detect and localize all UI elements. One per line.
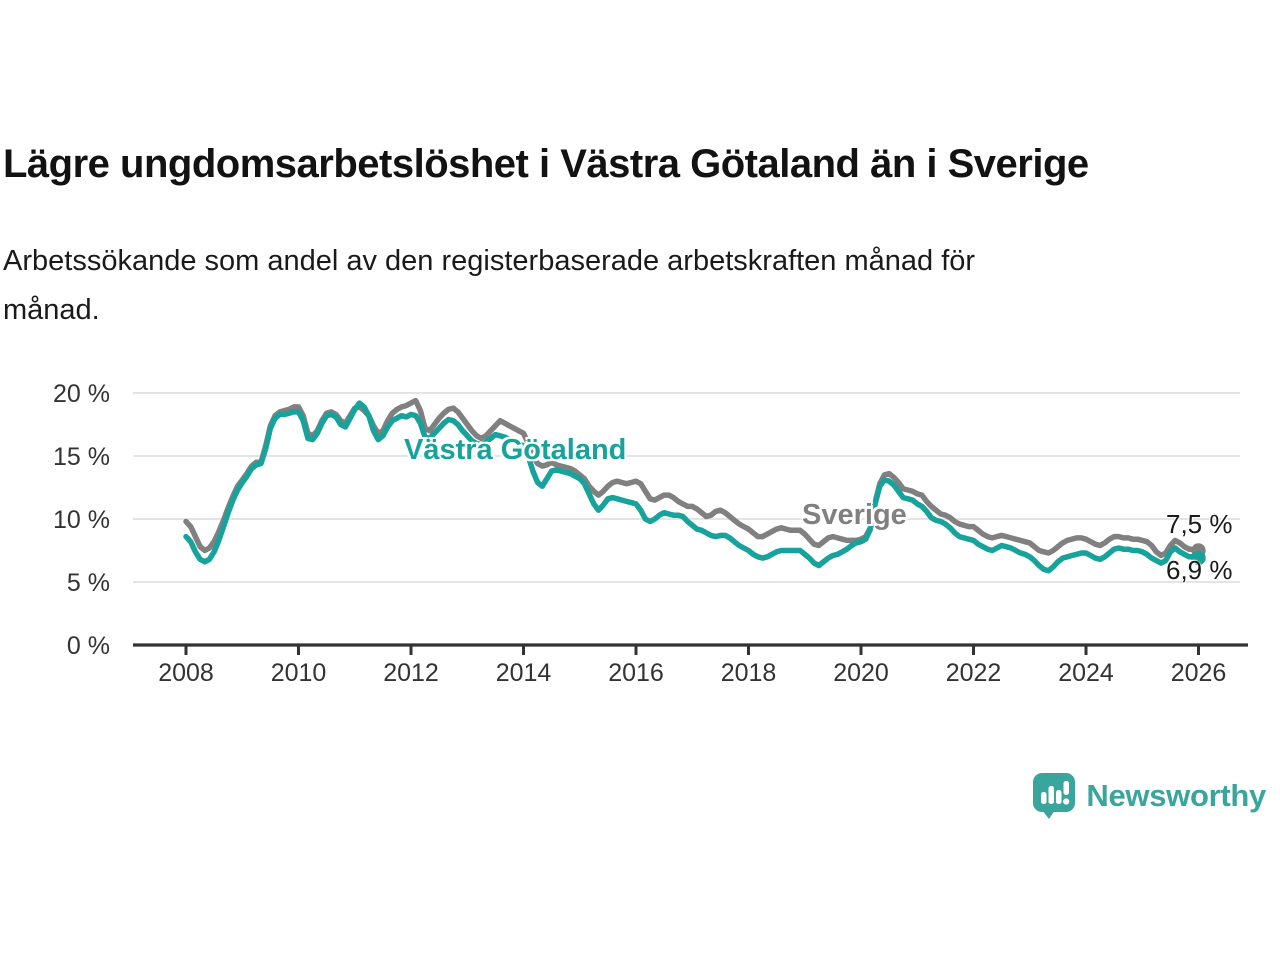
x-tick-label: 2014 bbox=[496, 659, 552, 687]
series-label-vastra-gotaland: Västra Götaland bbox=[404, 434, 627, 466]
x-tick-label: 2018 bbox=[721, 659, 777, 687]
chart-subtitle: Arbetssökande som andel av den registerb… bbox=[3, 245, 976, 326]
series-end-dot-vastra-gotaland bbox=[1191, 550, 1206, 566]
y-tick-label: 0 % bbox=[67, 632, 110, 660]
y-tick-label: 20 % bbox=[53, 380, 110, 408]
y-tick-label: 5 % bbox=[67, 569, 110, 597]
x-tick-label: 2012 bbox=[383, 659, 439, 687]
series-line-vastra-gotaland bbox=[183, 400, 1202, 574]
y-tick-label: 15 % bbox=[53, 443, 110, 471]
x-tick-label: 2008 bbox=[158, 659, 214, 687]
x-tick-label: 2024 bbox=[1058, 659, 1114, 687]
newsworthy-logo: Newsworthy bbox=[1032, 772, 1266, 820]
newsworthy-logo-text: Newsworthy bbox=[1086, 778, 1266, 813]
series-label-sverige: Sverige bbox=[802, 499, 907, 531]
x-tick-label: 2016 bbox=[608, 659, 664, 687]
newsworthy-logo-icon bbox=[1033, 773, 1076, 819]
x-tick-label: 2010 bbox=[271, 659, 327, 687]
x-tick-label: 2022 bbox=[946, 659, 1002, 687]
x-tick-label: 2026 bbox=[1171, 659, 1227, 687]
chart-title: Lägre ungdomsarbetslöshet i Västra Götal… bbox=[3, 142, 1089, 186]
end-value-label-vastra-gotaland: 6,9 % bbox=[1166, 555, 1233, 585]
y-tick-label: 10 % bbox=[53, 506, 110, 534]
end-value-label-sverige: 7,5 % bbox=[1166, 509, 1233, 539]
x-tick-label: 2020 bbox=[833, 659, 889, 687]
